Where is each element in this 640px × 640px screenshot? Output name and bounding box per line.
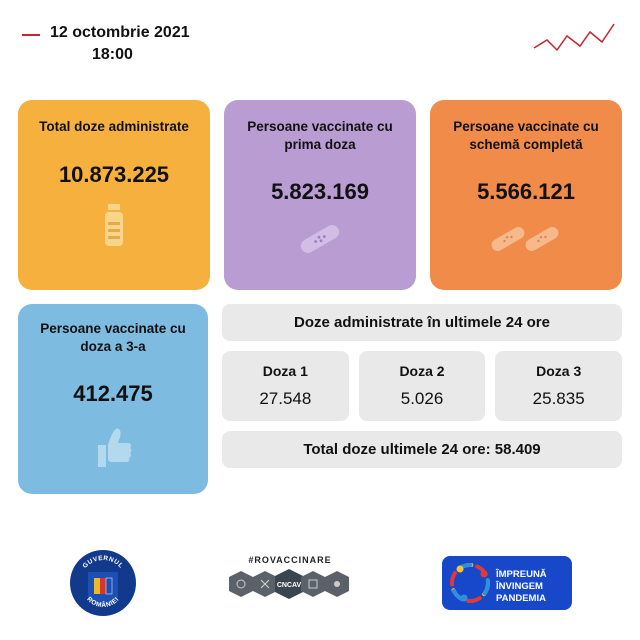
dose-box-3: Doza 3 25.835 bbox=[495, 351, 622, 421]
dose-value: 27.548 bbox=[230, 389, 341, 409]
footer-logos: GUVERNUL ROMÂNIEI #ROVACCINARE CNCAV bbox=[0, 548, 640, 618]
last-24h-total: Total doze ultimele 24 ore: 58.409 bbox=[222, 431, 622, 468]
dose-label: Doza 1 bbox=[230, 363, 341, 379]
accent-dash bbox=[22, 34, 40, 36]
rovaccinare-logo: #ROVACCINARE CNCAV bbox=[215, 551, 365, 615]
dose-label: Doza 2 bbox=[367, 363, 478, 379]
card-title: Persoane vaccinate cu prima doza bbox=[234, 118, 406, 153]
thumbs-up-icon bbox=[28, 423, 198, 476]
dose-breakdown-row: Doza 1 27.548 Doza 2 5.026 Doza 3 25.835 bbox=[222, 351, 622, 421]
total-value: 58.409 bbox=[495, 441, 541, 458]
svg-text:ÎMPREUNĂ: ÎMPREUNĂ bbox=[495, 568, 547, 580]
card-value: 5.823.169 bbox=[234, 179, 406, 205]
card-title: Total doze administrate bbox=[28, 118, 200, 136]
svg-text:#ROVACCINARE: #ROVACCINARE bbox=[248, 555, 331, 565]
svg-text:CNCAV: CNCAV bbox=[277, 582, 302, 589]
bandage-double-icon bbox=[440, 221, 612, 262]
total-label: Total doze ultimele 24 ore: bbox=[303, 441, 494, 458]
bandage-icon bbox=[234, 221, 406, 262]
vial-icon bbox=[28, 204, 200, 253]
gov-romania-logo: GUVERNUL ROMÂNIEI bbox=[68, 548, 138, 618]
dose-value: 5.026 bbox=[367, 389, 478, 409]
card-title: Persoane vaccinate cu doza a 3-a bbox=[28, 320, 198, 355]
impreuna-logo: ÎMPREUNĂ ÎNVINGEM PANDEMIA bbox=[442, 552, 572, 614]
card-value: 412.475 bbox=[28, 381, 198, 407]
card-complete-scheme: Persoane vaccinate cu schemă completă 5.… bbox=[430, 100, 622, 290]
time-text: 18:00 bbox=[92, 46, 133, 64]
dose-box-1: Doza 1 27.548 bbox=[222, 351, 349, 421]
stat-cards-row: Total doze administrate 10.873.225 Perso… bbox=[0, 90, 640, 290]
date-text: 12 octombrie 2021 bbox=[50, 24, 190, 42]
row-secondary: Persoane vaccinate cu doza a 3-a 412.475… bbox=[0, 290, 640, 494]
card-value: 5.566.121 bbox=[440, 179, 612, 205]
card-third-dose: Persoane vaccinate cu doza a 3-a 412.475 bbox=[18, 304, 208, 494]
svg-text:ÎNVINGEM: ÎNVINGEM bbox=[495, 580, 543, 592]
card-value: 10.873.225 bbox=[28, 162, 200, 188]
trend-sparkline-icon bbox=[532, 18, 622, 58]
last-24h-header: Doze administrate în ultimele 24 ore bbox=[222, 304, 622, 341]
header: 12 octombrie 2021 18:00 bbox=[0, 0, 640, 90]
dose-value: 25.835 bbox=[503, 389, 614, 409]
card-total-doses: Total doze administrate 10.873.225 bbox=[18, 100, 210, 290]
dose-label: Doza 3 bbox=[503, 363, 614, 379]
card-first-dose: Persoane vaccinate cu prima doza 5.823.1… bbox=[224, 100, 416, 290]
card-title: Persoane vaccinate cu schemă completă bbox=[440, 118, 612, 153]
dose-box-2: Doza 2 5.026 bbox=[359, 351, 486, 421]
svg-text:PANDEMIA: PANDEMIA bbox=[496, 593, 546, 604]
last-24h-block: Doze administrate în ultimele 24 ore Doz… bbox=[222, 304, 622, 494]
